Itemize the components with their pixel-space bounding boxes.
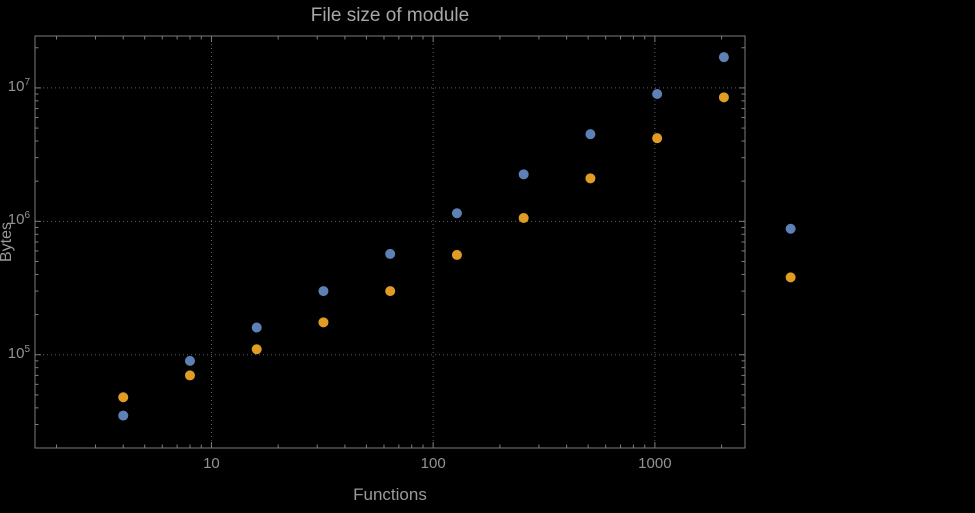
x-axis-label: Functions: [353, 485, 427, 504]
data-point-series-blue: [585, 129, 596, 140]
data-point-series-blue: [118, 410, 129, 421]
data-point-series-blue: [184, 355, 195, 366]
data-point-series-blue: [318, 286, 329, 297]
data-point-series-blue: [251, 322, 262, 333]
chart-title: File size of module: [310, 5, 470, 26]
data-point-series-orange: [718, 92, 729, 103]
data-point-series-orange: [251, 344, 262, 355]
x-tick-label: 10: [203, 455, 220, 472]
data-point-series-orange: [585, 173, 596, 184]
y-tick-label: 107: [7, 76, 30, 95]
data-point-series-orange: [451, 249, 462, 260]
data-point-series-blue: [518, 169, 529, 180]
data-point-series-blue: [718, 52, 729, 63]
y-tick-label: 106: [7, 210, 30, 229]
plot-frame: [34, 35, 746, 449]
y-tick-label: 105: [7, 343, 30, 362]
x-tick-label: 1000: [638, 455, 672, 472]
data-point-series-orange: [518, 212, 529, 223]
data-point-series-blue: [785, 223, 796, 234]
x-tick-label: 100: [420, 455, 446, 472]
data-point-series-orange: [652, 133, 663, 144]
data-point-series-orange: [318, 317, 329, 328]
data-point-series-orange: [785, 272, 796, 283]
data-point-series-blue: [652, 89, 663, 100]
data-point-series-blue: [385, 248, 396, 259]
data-point-series-blue: [451, 208, 462, 219]
data-point-series-orange: [184, 370, 195, 381]
data-point-series-orange: [385, 286, 396, 297]
data-point-series-orange: [118, 392, 129, 403]
